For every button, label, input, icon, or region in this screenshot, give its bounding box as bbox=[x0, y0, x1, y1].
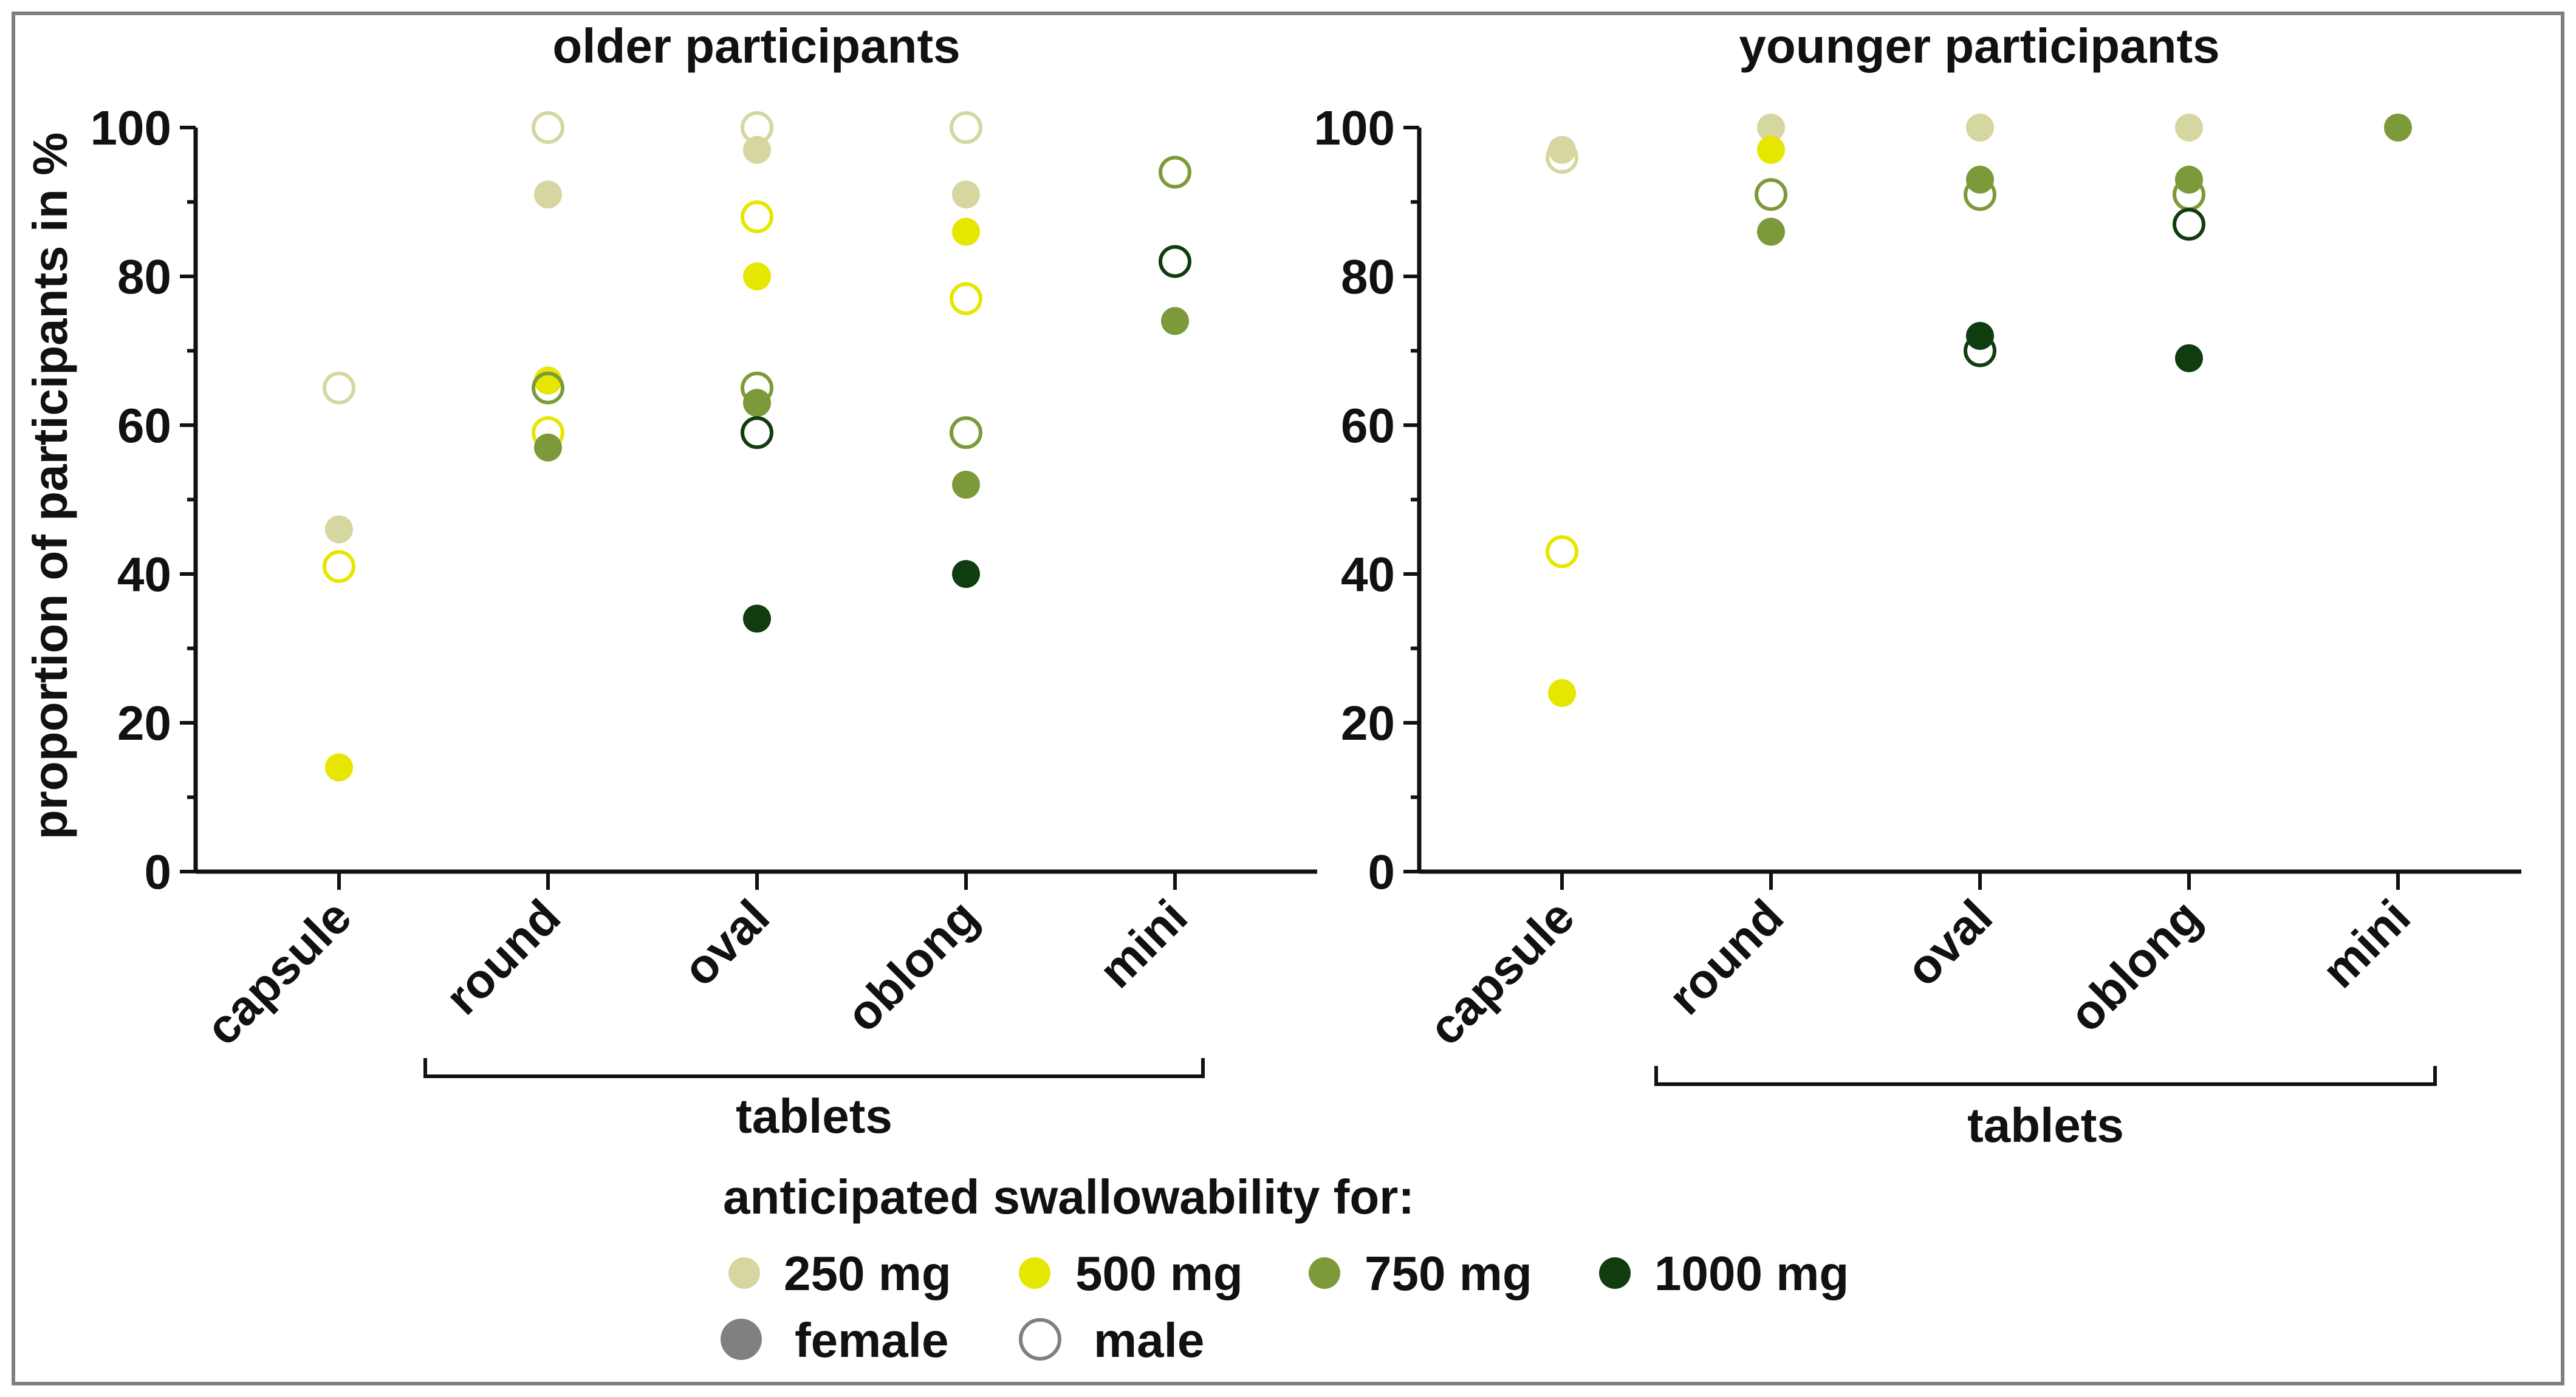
point-250mg-male-capsule bbox=[323, 371, 355, 405]
point-750mg-female-round bbox=[1757, 217, 1785, 246]
panel-title: younger participants bbox=[1739, 19, 2219, 73]
group-label: tablets bbox=[736, 1089, 892, 1143]
point-750mg-female-mini bbox=[1161, 307, 1189, 335]
point-250mg-female-oblong bbox=[952, 180, 980, 209]
point-500mg-male-capsule bbox=[1546, 535, 1578, 569]
point-1000mg-female-oval bbox=[743, 604, 771, 633]
tablets-bracket: tablets bbox=[423, 1058, 1205, 1143]
point-250mg-female-oblong bbox=[2175, 114, 2203, 142]
y-ticks: 0 20 40 60 80 100 bbox=[1314, 101, 1419, 899]
y-axis-label: proportion of participants in % bbox=[23, 132, 77, 839]
point-750mg-female-oblong bbox=[952, 471, 980, 499]
legend-swatch-250mg bbox=[728, 1257, 760, 1289]
point-1000mg-male-oval bbox=[741, 416, 773, 449]
point-500mg-female-capsule bbox=[325, 753, 353, 782]
point-750mg-male-oval bbox=[741, 371, 773, 405]
legend: anticipated swallowability for: 250 mg 5… bbox=[721, 1170, 1849, 1367]
y-tick-label: 60 bbox=[1341, 398, 1395, 453]
point-500mg-female-oblong bbox=[952, 217, 980, 246]
point-250mg-female-capsule bbox=[1548, 135, 1576, 164]
legend-label-male: male bbox=[1094, 1313, 1204, 1367]
legend-label-female: female bbox=[795, 1313, 948, 1367]
tablets-bracket: tablets bbox=[1654, 1066, 2437, 1152]
point-750mg-male-oblong bbox=[950, 416, 982, 449]
point-1000mg-male-oval bbox=[1964, 334, 1996, 367]
legend-swatch-750mg bbox=[1309, 1257, 1340, 1289]
point-250mg-female-round bbox=[534, 180, 562, 209]
legend-label-1000mg: 1000 mg bbox=[1654, 1246, 1849, 1300]
y-tick-label: 40 bbox=[117, 547, 171, 601]
y-tick-label: 100 bbox=[91, 101, 171, 155]
point-1000mg-female-oblong bbox=[952, 560, 980, 588]
point-1000mg-female-oblong bbox=[2175, 344, 2203, 372]
y-tick-label: 20 bbox=[117, 696, 171, 750]
point-250mg-male-oval bbox=[741, 111, 773, 144]
bracket-line bbox=[1654, 1066, 2437, 1086]
legend-label-250mg: 250 mg bbox=[784, 1246, 951, 1300]
point-250mg-female-round bbox=[1757, 114, 1785, 142]
point-250mg-male-round bbox=[532, 111, 564, 144]
point-750mg-male-mini bbox=[1159, 155, 1191, 189]
point-250mg-female-capsule bbox=[325, 515, 353, 544]
point-750mg-female-mini bbox=[2384, 114, 2412, 142]
point-500mg-male-capsule bbox=[323, 550, 355, 583]
point-500mg-female-capsule bbox=[1548, 679, 1576, 707]
legend-title: anticipated swallowability for: bbox=[723, 1170, 1414, 1224]
group-label: tablets bbox=[1967, 1098, 2124, 1152]
point-500mg-male-oval bbox=[741, 200, 773, 233]
figure-frame bbox=[12, 12, 2564, 1385]
data-points bbox=[323, 111, 1191, 782]
legend-label-750mg: 750 mg bbox=[1365, 1246, 1532, 1300]
point-250mg-male-oblong bbox=[950, 111, 982, 144]
legend-swatch-500mg bbox=[1019, 1257, 1050, 1289]
legend-swatch-1000mg bbox=[1599, 1257, 1631, 1289]
point-1000mg-male-mini bbox=[1159, 245, 1191, 278]
point-500mg-female-round bbox=[1757, 135, 1785, 164]
point-750mg-male-round bbox=[1755, 178, 1787, 211]
y-tick-label: 100 bbox=[1314, 101, 1395, 155]
point-750mg-male-round bbox=[532, 371, 564, 405]
legend-swatch-male bbox=[1019, 1318, 1061, 1361]
point-500mg-male-oblong bbox=[950, 282, 982, 315]
y-ticks: 0 20 40 60 80 100 bbox=[91, 101, 196, 899]
bracket-line bbox=[423, 1058, 1205, 1078]
legend-label-500mg: 500 mg bbox=[1075, 1246, 1243, 1300]
y-tick-label: 80 bbox=[1341, 250, 1395, 304]
y-tick-label: 0 bbox=[1368, 845, 1396, 899]
y-tick-label: 0 bbox=[145, 845, 172, 899]
point-500mg-female-oval bbox=[743, 262, 771, 290]
point-750mg-male-oval bbox=[1964, 178, 1996, 211]
point-250mg-female-oval bbox=[1966, 114, 1994, 142]
y-tick-label: 80 bbox=[117, 250, 171, 304]
point-250mg-female-oval bbox=[743, 135, 771, 164]
data-points bbox=[1546, 114, 2412, 707]
legend-swatch-female bbox=[721, 1319, 762, 1360]
panel-title: older participants bbox=[552, 19, 960, 73]
point-1000mg-male-oblong bbox=[2173, 208, 2205, 241]
y-tick-label: 60 bbox=[117, 398, 171, 453]
point-250mg-male-capsule bbox=[1546, 141, 1578, 174]
point-500mg-female-round bbox=[534, 366, 562, 395]
y-tick-label: 40 bbox=[1341, 547, 1395, 601]
point-750mg-female-round bbox=[534, 433, 562, 462]
y-tick-label: 20 bbox=[1341, 696, 1395, 750]
